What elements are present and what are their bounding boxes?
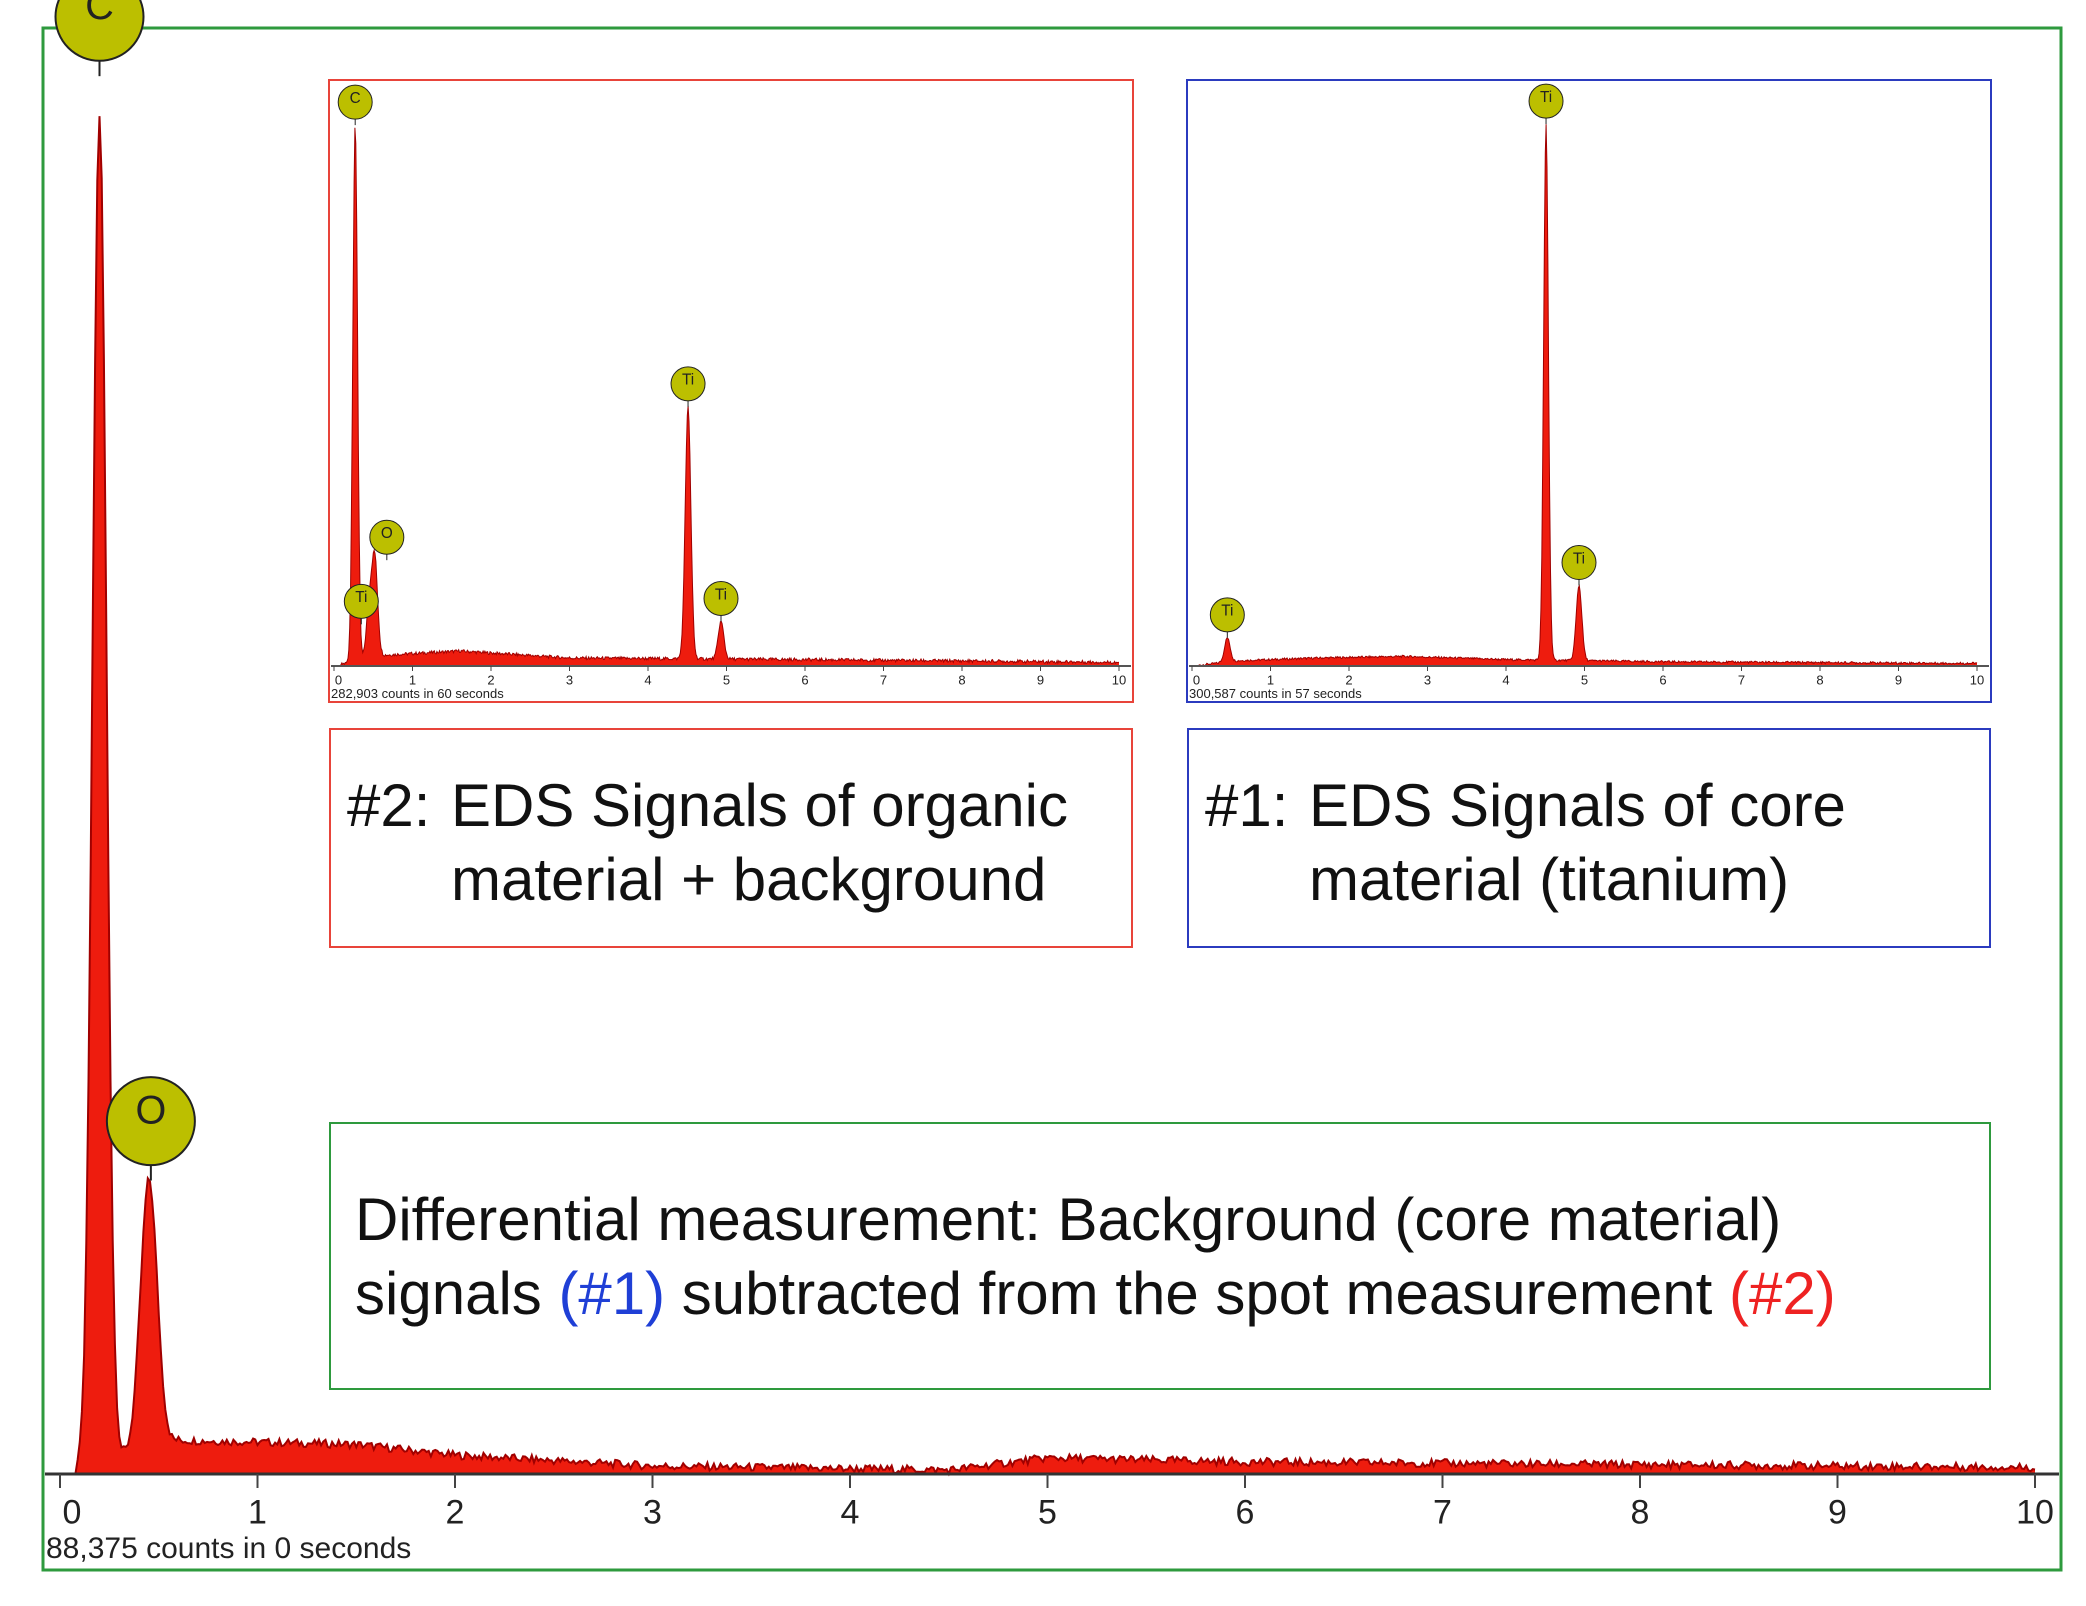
x-tick-label: 9: [1895, 673, 1902, 688]
peak-marker-ti: [670, 366, 706, 402]
x-tick-label: 3: [566, 673, 573, 688]
x-tick-label: 5: [723, 673, 730, 688]
x-tick-label: 2: [487, 673, 494, 688]
x-tick-label: 4: [841, 1494, 860, 1532]
peak-marker-label: O: [381, 525, 393, 542]
x-tick-label: 10: [2016, 1494, 2054, 1532]
inset-core-peak-markers: Ti Ti Ti: [1209, 83, 1597, 638]
x-tick-label: 1: [1267, 673, 1274, 688]
peak-marker-label: O: [135, 1088, 166, 1132]
x-tick-label: 0: [62, 1494, 81, 1532]
peak-marker-label: Ti: [715, 586, 727, 603]
x-tick-label: 4: [644, 673, 651, 688]
main-spectrum-area: [60, 116, 2036, 1477]
peak-marker-label: C: [85, 0, 114, 28]
peak-marker-label: Ti: [1573, 550, 1585, 567]
x-tick-label: 10: [1970, 673, 1984, 688]
differential-caption-line1: Differential measurement: Background (co…: [355, 1186, 1782, 1253]
x-tick-label: 0: [1193, 673, 1200, 688]
inset-core-counts-footer: 300,587 counts in 57 seconds: [1189, 686, 1362, 701]
spot-caption-box: #2: EDS Signals of organic material + ba…: [329, 728, 1133, 948]
inset-core-frame: [1186, 79, 1992, 703]
inset-spot-x-ticks: 0 1 2 3 4 5 6 7 8 9 10: [333, 666, 1126, 688]
x-tick-label: 3: [1424, 673, 1431, 688]
x-tick-label: 0: [335, 673, 342, 688]
x-tick-label: 7: [1738, 673, 1745, 688]
inset-spot-area: [334, 127, 1119, 667]
inset-spot-peak-markers: C O Ti Ti Ti: [337, 84, 739, 625]
x-tick-label: 6: [801, 673, 808, 688]
core-caption-box: #1: EDS Signals of core material (titani…: [1187, 728, 1991, 948]
main-peak-markers: CO: [54, 0, 196, 1181]
core-caption-line2: material (titanium): [1309, 846, 1790, 913]
differential-caption-text-a: signals: [355, 1260, 559, 1327]
differential-caption-box: Differential measurement: Background (co…: [329, 1122, 1991, 1390]
peak-marker-o: [105, 1076, 196, 1167]
x-tick-label: 6: [1236, 1494, 1255, 1532]
peak-marker-o: [369, 519, 405, 555]
x-tick-label: 8: [1631, 1494, 1650, 1532]
reference-spot-label: (#2): [1728, 1260, 1836, 1327]
x-tick-label: 7: [880, 673, 887, 688]
peak-marker-c: [337, 84, 373, 120]
peak-marker-label: Ti: [1221, 603, 1233, 620]
peak-marker-ti: [1561, 545, 1597, 581]
peak-marker-ti: [1528, 83, 1564, 119]
peak-marker-label: Ti: [1540, 89, 1552, 106]
x-tick-label: 3: [643, 1494, 662, 1532]
differential-caption-text-b: subtracted from the spot measurement: [665, 1260, 1729, 1327]
inset-spot-counts-footer: 282,903 counts in 60 seconds: [331, 686, 504, 701]
peak-marker-c: [54, 0, 145, 62]
differential-caption-line2: signals (#1) subtracted from the spot me…: [355, 1264, 1836, 1324]
main-spectrum-chart: 0 1 2 3 4 5 6 7 8 9 10 CO 88,375 counts in 0 secon…: [45, 0, 2059, 1565]
inset-core-spectrum: 0 1 2 3 4 5 6 7 8 9 10 Ti Ti Ti 300,587 counts in 57…: [1186, 79, 1992, 703]
spectrum-line: [60, 116, 2036, 1477]
peak-marker-ti: [703, 580, 739, 616]
peak-marker-ti: [343, 583, 379, 619]
x-tick-label: 4: [1502, 673, 1509, 688]
x-tick-label: 6: [1659, 673, 1666, 688]
core-caption-prefix: #1:: [1205, 772, 1289, 839]
peak-marker-label: Ti: [355, 589, 367, 606]
core-caption-line1: EDS Signals of core: [1309, 772, 1846, 839]
peak-marker-ti: [1209, 597, 1245, 633]
inset-core-area: [1192, 124, 1978, 667]
x-tick-label: 9: [1828, 1494, 1847, 1532]
x-tick-label: 2: [446, 1494, 465, 1532]
inset-core-x-ticks: 0 1 2 3 4 5 6 7 8 9 10: [1191, 666, 1984, 688]
peak-marker-label: C: [350, 90, 361, 107]
reference-core-label: (#1): [558, 1260, 666, 1327]
spectrum-line: [334, 127, 1119, 667]
x-tick-label: 8: [958, 673, 965, 688]
x-tick-label: 10: [1112, 673, 1126, 688]
spot-caption-line2: material + background: [451, 846, 1047, 913]
x-tick-label: 7: [1433, 1494, 1452, 1532]
x-tick-label: 2: [1345, 673, 1352, 688]
x-tick-label: 5: [1581, 673, 1588, 688]
main-counts-footer: 88,375 counts in 0 seconds: [46, 1532, 411, 1565]
x-tick-label: 1: [248, 1494, 267, 1532]
x-tick-label: 1: [409, 673, 416, 688]
x-tick-label: 5: [1038, 1494, 1057, 1532]
spot-caption-prefix: #2:: [347, 772, 431, 839]
inset-spot-spectrum: 0 1 2 3 4 5 6 7 8 9 10 C O Ti Ti Ti 282,903 counts in …: [328, 79, 1134, 703]
x-tick-label: 8: [1816, 673, 1823, 688]
peak-marker-label: Ti: [682, 372, 694, 389]
spectrum-line: [1192, 124, 1978, 667]
spot-caption-line1: EDS Signals of organic: [451, 772, 1068, 839]
main-x-ticks: 0 1 2 3 4 5 6 7 8 9 10: [59, 1474, 2054, 1532]
x-tick-label: 9: [1037, 673, 1044, 688]
